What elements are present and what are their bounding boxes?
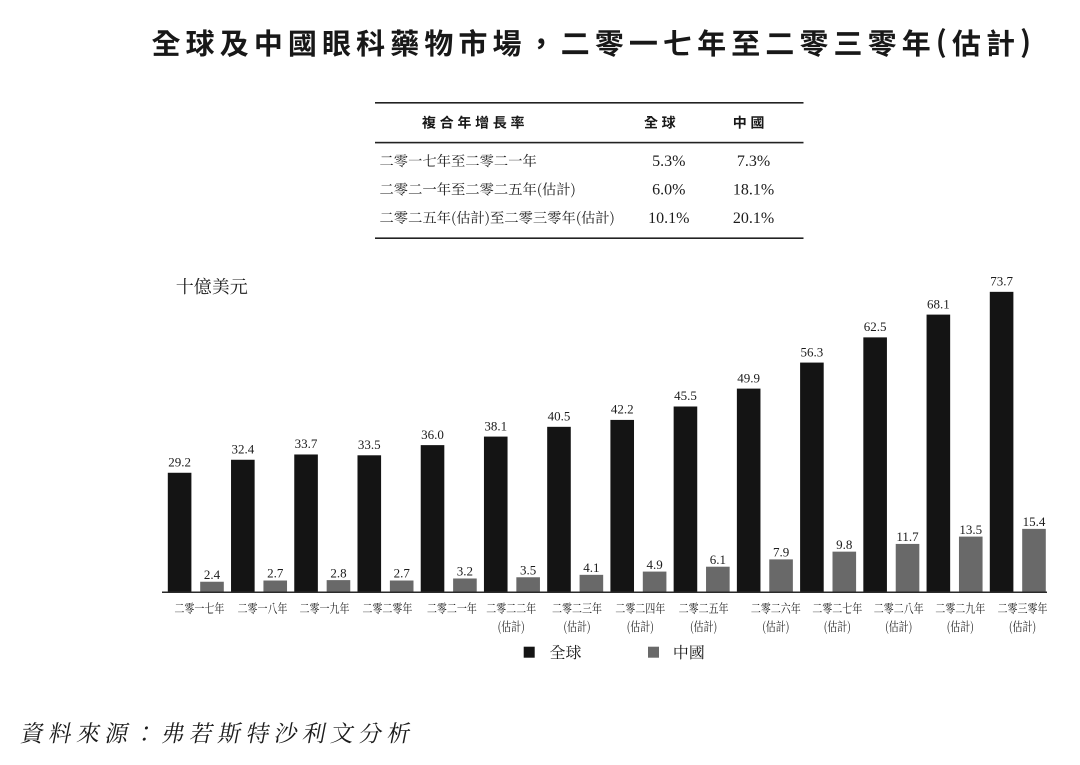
svg-text:6.0%: 6.0% [652,181,685,198]
svg-text:2.7: 2.7 [267,566,284,581]
svg-text:5.3%: 5.3% [652,153,685,170]
svg-text:3.5: 3.5 [520,562,536,577]
svg-text:18.1%: 18.1% [733,181,774,198]
svg-text:6.1: 6.1 [710,552,726,567]
svg-text:3.2: 3.2 [457,564,473,579]
svg-text:36.0: 36.0 [421,427,444,442]
svg-text:62.5: 62.5 [864,319,887,334]
svg-text:32.4: 32.4 [231,441,254,456]
svg-text:49.9: 49.9 [737,370,760,385]
svg-text:38.1: 38.1 [484,418,507,433]
svg-text:15.4: 15.4 [1023,514,1046,529]
svg-text:33.7: 33.7 [295,436,318,451]
svg-text:73.7: 73.7 [990,274,1013,289]
svg-text:40.5: 40.5 [548,409,571,424]
svg-text:29.2: 29.2 [168,454,191,469]
svg-text:7.3%: 7.3% [737,153,770,170]
svg-text:4.9: 4.9 [646,557,662,572]
svg-text:9.8: 9.8 [836,537,852,552]
svg-text:13.5: 13.5 [959,522,982,537]
svg-text:45.5: 45.5 [674,388,697,403]
svg-text:42.2: 42.2 [611,402,634,417]
svg-text:4.1: 4.1 [583,560,599,575]
svg-text:33.5: 33.5 [358,437,381,452]
svg-text:2.7: 2.7 [394,566,411,581]
svg-text:2.8: 2.8 [330,565,346,580]
svg-text:11.7: 11.7 [896,529,919,544]
svg-text:2.4: 2.4 [204,567,221,582]
svg-text:20.1%: 20.1% [733,210,774,227]
svg-text:56.3: 56.3 [801,344,824,359]
svg-text:10.1%: 10.1% [648,210,689,227]
svg-text:7.9: 7.9 [773,545,789,560]
svg-text:68.1: 68.1 [927,296,950,311]
